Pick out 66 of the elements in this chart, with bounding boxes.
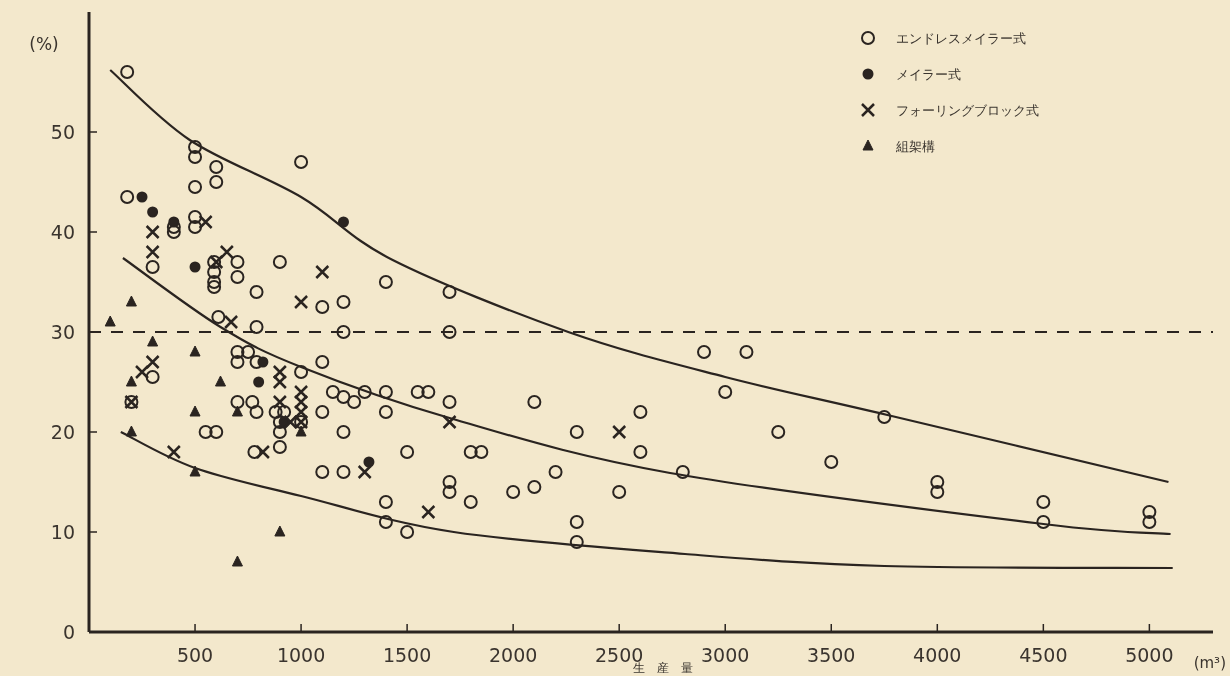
legend-label: フォーリングブロック式: [896, 103, 1039, 118]
point: [357, 464, 372, 480]
x-tick-label: 1500: [382, 644, 432, 666]
y-tick-label: 20: [50, 421, 75, 443]
point: [189, 465, 201, 477]
x-tick-label: 3500: [807, 644, 856, 666]
point: [293, 384, 309, 400]
point: [214, 375, 226, 387]
x-tick-label: 4500: [1019, 644, 1068, 666]
point: [363, 456, 375, 468]
line-series: [121, 256, 1172, 536]
y-tick-label: 0: [62, 621, 75, 643]
point: [125, 425, 137, 437]
point: [293, 294, 309, 310]
point: [611, 424, 627, 440]
y-tick-label: 10: [50, 521, 75, 543]
legend-label: メイラー式: [896, 67, 961, 82]
point: [442, 414, 457, 430]
legend-label: 組架構: [895, 139, 935, 154]
point: [147, 206, 159, 218]
x-tick-label: 4000: [913, 644, 962, 666]
point: [421, 504, 436, 520]
point: [147, 335, 159, 347]
point: [315, 264, 330, 280]
point: [189, 345, 201, 357]
point: [223, 314, 239, 330]
x-tick-label: 2000: [488, 644, 538, 666]
legend-label: エンドレスメイラー式: [896, 31, 1026, 46]
y-tick-label: 30: [50, 321, 75, 343]
x-tick-label: 1000: [276, 644, 326, 666]
point: [272, 364, 288, 380]
point: [166, 444, 182, 460]
point: [125, 375, 137, 387]
point: [257, 356, 269, 368]
point: [231, 555, 243, 567]
point: [168, 216, 180, 228]
x-tick-label: 5000: [1125, 644, 1174, 666]
x-tick-label: 500: [176, 644, 214, 666]
point: [274, 525, 286, 537]
point: [219, 244, 235, 260]
text: (m³): [1193, 654, 1226, 672]
point: [293, 404, 309, 420]
point: [145, 244, 160, 260]
line-series: [109, 68, 1170, 484]
point: [209, 254, 224, 270]
point: [293, 394, 309, 410]
point: [198, 214, 213, 230]
point: [189, 261, 201, 273]
point: [272, 394, 288, 410]
point: [145, 354, 160, 370]
point: [295, 425, 307, 437]
point: [104, 315, 116, 327]
point: [134, 364, 150, 380]
y-axis-title: (%): [29, 34, 59, 54]
point: [189, 405, 201, 417]
point: [253, 376, 265, 388]
point: [145, 224, 160, 240]
y-tick-label: 50: [50, 121, 75, 143]
x-tick-label: 3000: [701, 644, 750, 666]
point: [255, 444, 271, 460]
y-tick-label: 40: [50, 221, 75, 243]
point: [231, 405, 243, 417]
point: [272, 374, 288, 390]
point: [136, 191, 148, 203]
point: [124, 394, 139, 410]
point: [125, 295, 137, 307]
